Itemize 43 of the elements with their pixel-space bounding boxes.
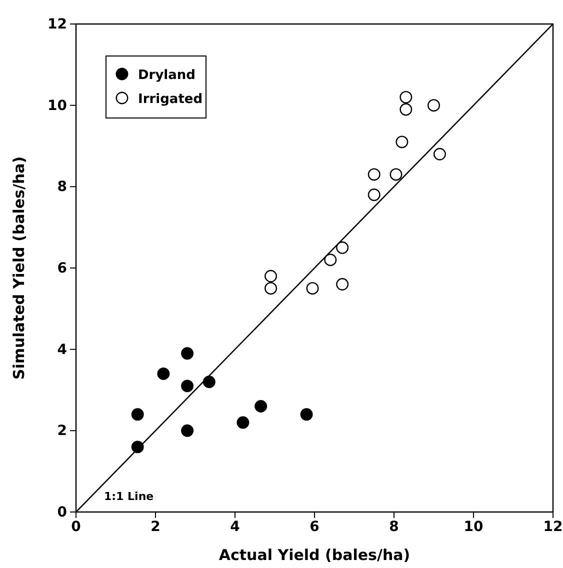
point [264,270,278,282]
point [306,282,319,295]
legend-label: Irrigated [138,92,203,107]
point [324,254,337,266]
y-tick-label: 12 [48,16,67,32]
point [181,347,194,360]
point [254,400,268,412]
point [264,282,278,295]
point [181,424,194,437]
y-tick-label: 6 [57,260,67,276]
x-tick-label: 12 [543,518,563,535]
point [181,380,194,392]
point [428,99,440,112]
x-tick-label: 2 [150,518,160,535]
x-tick-label: 8 [389,518,399,535]
x-tick-label: 0 [71,518,82,535]
point [300,408,313,421]
y-tick-label: 2 [57,423,67,440]
point [236,416,250,429]
point [400,103,412,116]
point [202,376,216,388]
x-tick-label: 4 [230,518,240,535]
y-tick-label: 4 [57,342,68,358]
annotation: 1:1 Line [104,490,154,503]
legend-label: Dryland [138,68,196,83]
point [390,168,402,181]
y-tick-label: 0 [57,504,68,520]
point [433,148,446,160]
point [368,188,380,202]
y-tick-label: 10 [48,98,68,114]
point [396,136,408,148]
point [368,168,380,181]
point [157,368,170,380]
x-tick-label: 6 [310,518,320,535]
point [336,278,349,290]
x-tick-label: 10 [464,518,484,535]
y-axis-title: Simulated Yield (bales/ha) [10,156,28,380]
x-axis-title: Actual Yield (bales/ha) [218,546,410,564]
point [131,408,144,421]
point [336,241,349,254]
point [131,440,144,454]
y-tick-label: 8 [57,179,67,196]
point [400,90,412,104]
